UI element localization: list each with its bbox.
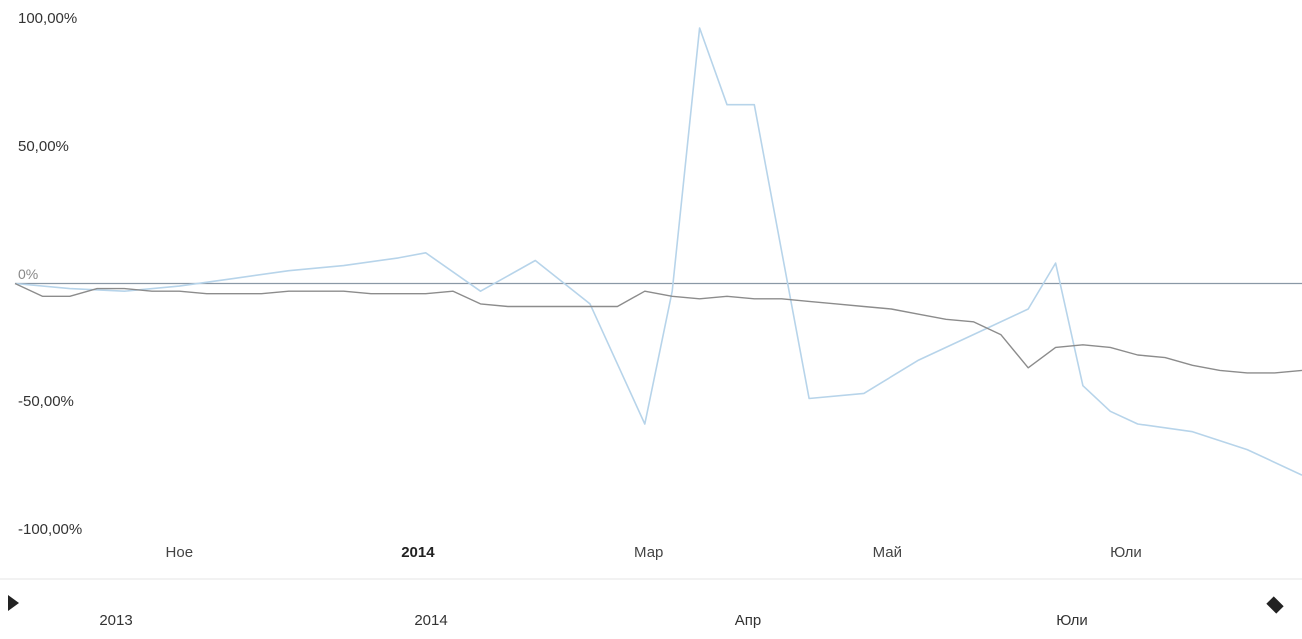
play-icon[interactable] bbox=[8, 595, 19, 611]
y-tick-label: -50,00% bbox=[18, 393, 74, 411]
x-tick-label: 2014 bbox=[401, 544, 435, 561]
y-tick-label: 0% bbox=[18, 265, 39, 282]
x-tick-label: Мар bbox=[634, 544, 664, 561]
navigator-band bbox=[0, 578, 1302, 580]
navigator-label-jul: Юли bbox=[1056, 612, 1088, 629]
y-tick-label: -100,00% bbox=[18, 521, 83, 538]
navigator-label-apr: Апр bbox=[734, 612, 762, 629]
series-line-0 bbox=[14, 282, 1302, 374]
x-tick-label: Май bbox=[872, 544, 903, 561]
y-tick-label: 50,00% bbox=[18, 137, 69, 155]
x-tick-label: Юли bbox=[1110, 544, 1142, 561]
navigator-label-2013: 2013 bbox=[99, 612, 133, 629]
y-tick-label: 100,00% bbox=[18, 10, 78, 27]
series-line-1 bbox=[14, 27, 1302, 476]
x-tick-label: Ное bbox=[165, 544, 194, 561]
navigator-label-2014: 2014 bbox=[414, 612, 448, 629]
